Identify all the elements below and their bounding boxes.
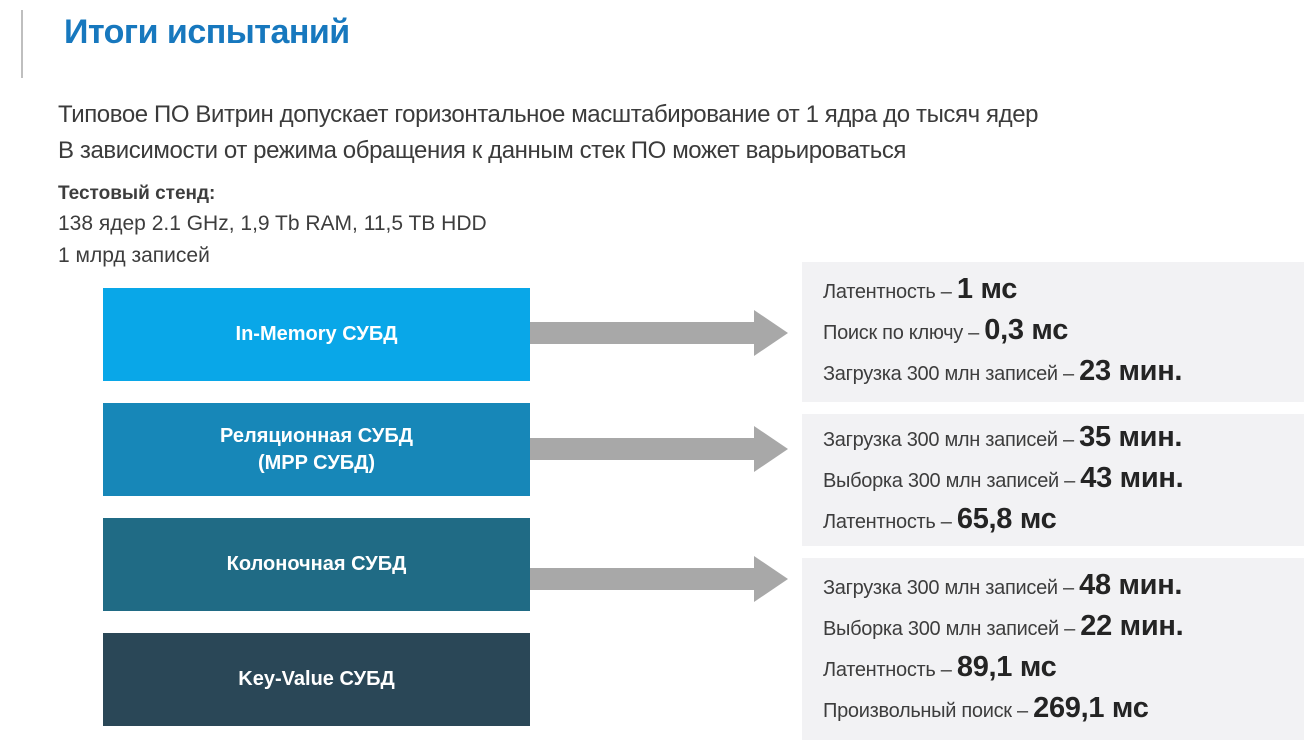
metric-value: 23 мин. xyxy=(1079,354,1183,387)
test-stand-records: 1 млрд записей xyxy=(58,244,210,267)
metric-label: Загрузка 300 млн записей – xyxy=(823,577,1080,599)
results-panel-in-memory: Латентность – 1 мс Поиск по ключу – 0,3 … xyxy=(802,262,1304,402)
metric-value: 0,3 мс xyxy=(984,313,1069,346)
intro-text: Типовое ПО Витрин допускает горизонтальн… xyxy=(58,97,1039,169)
arrow-shaft xyxy=(530,438,758,460)
db-box-columnar: Колоночная СУБД xyxy=(103,518,530,611)
metric-row: Латентность – 89,1 мс xyxy=(823,649,1304,690)
arrow-in-memory xyxy=(530,310,788,356)
metric-label: Выборка 300 млн записей – xyxy=(823,469,1081,492)
title-accent-line xyxy=(21,10,23,78)
arrow-relational xyxy=(530,426,788,472)
arrow-shaft xyxy=(530,568,758,590)
intro-line-2: В зависимости от режима обращения к данн… xyxy=(58,137,907,164)
db-box-label: (MPP СУБД) xyxy=(257,451,376,474)
db-box-label: Реляционная СУБД xyxy=(220,424,413,447)
metric-value: 269,1 мс xyxy=(1033,692,1149,724)
arrow-shaft xyxy=(530,322,758,344)
db-box-key-value: Key-Value СУБД xyxy=(103,633,530,726)
arrow-head-icon xyxy=(754,556,788,602)
metric-value: 89,1 мс xyxy=(956,651,1057,683)
test-stand-block: Тестовый стенд: 138 ядер 2.1 GHz, 1,9 Tb… xyxy=(58,180,487,272)
arrow-head-icon xyxy=(754,426,788,472)
metric-label: Латентность – xyxy=(823,659,957,681)
db-box-label: In-Memory СУБД xyxy=(235,323,398,345)
metric-label: Загрузка 300 млн записей – xyxy=(823,362,1080,385)
metric-value: 48 мин. xyxy=(1079,569,1183,601)
metric-value: 65,8 мс xyxy=(956,502,1057,535)
page-title: Итоги испытаний xyxy=(64,13,350,51)
metric-label: Произвольный поиск – xyxy=(823,700,1034,722)
metric-label: Латентность – xyxy=(823,510,957,533)
arrow-columnar xyxy=(530,556,788,602)
metric-value: 43 мин. xyxy=(1080,461,1184,494)
metric-label: Поиск по ключу – xyxy=(823,321,985,344)
results-panel-columnar-keyvalue: Загрузка 300 млн записей – 48 мин. Выбор… xyxy=(802,558,1304,740)
metric-row: Выборка 300 млн записей – 43 мин. xyxy=(823,460,1304,501)
db-box-label: Колоночная СУБД xyxy=(226,553,407,575)
metric-row: Загрузка 300 млн записей – 48 мин. xyxy=(823,567,1304,608)
metric-row: Выборка 300 млн записей – 22 мин. xyxy=(823,608,1304,649)
results-panel-relational: Загрузка 300 млн записей – 35 мин. Выбор… xyxy=(802,414,1304,546)
metric-value: 22 мин. xyxy=(1080,610,1184,642)
metric-label: Латентность – xyxy=(823,280,957,303)
metric-row: Произвольный поиск – 269,1 мс xyxy=(823,690,1304,731)
metric-row: Латентность – 65,8 мс xyxy=(823,501,1304,542)
db-box-in-memory: In-Memory СУБД xyxy=(103,288,530,381)
metric-row: Поиск по ключу – 0,3 мс xyxy=(823,312,1304,353)
metric-row: Загрузка 300 млн записей – 35 мин. xyxy=(823,419,1304,460)
metric-row: Загрузка 300 млн записей – 23 мин. xyxy=(823,353,1304,394)
metric-label: Выборка 300 млн записей – xyxy=(823,618,1081,640)
metric-row: Латентность – 1 мс xyxy=(823,271,1304,312)
metric-label: Загрузка 300 млн записей – xyxy=(823,428,1080,451)
test-stand-heading: Тестовый стенд: xyxy=(58,183,216,204)
intro-line-1: Типовое ПО Витрин допускает горизонтальн… xyxy=(58,101,1039,128)
test-stand-specs: 138 ядер 2.1 GHz, 1,9 Tb RAM, 11,5 TB HD… xyxy=(58,212,487,235)
db-box-label: Key-Value СУБД xyxy=(238,668,395,690)
arrow-head-icon xyxy=(754,310,788,356)
metric-value: 35 мин. xyxy=(1079,420,1183,453)
metric-value: 1 мс xyxy=(956,272,1018,305)
db-box-relational: Реляционная СУБД (MPP СУБД) xyxy=(103,403,530,496)
